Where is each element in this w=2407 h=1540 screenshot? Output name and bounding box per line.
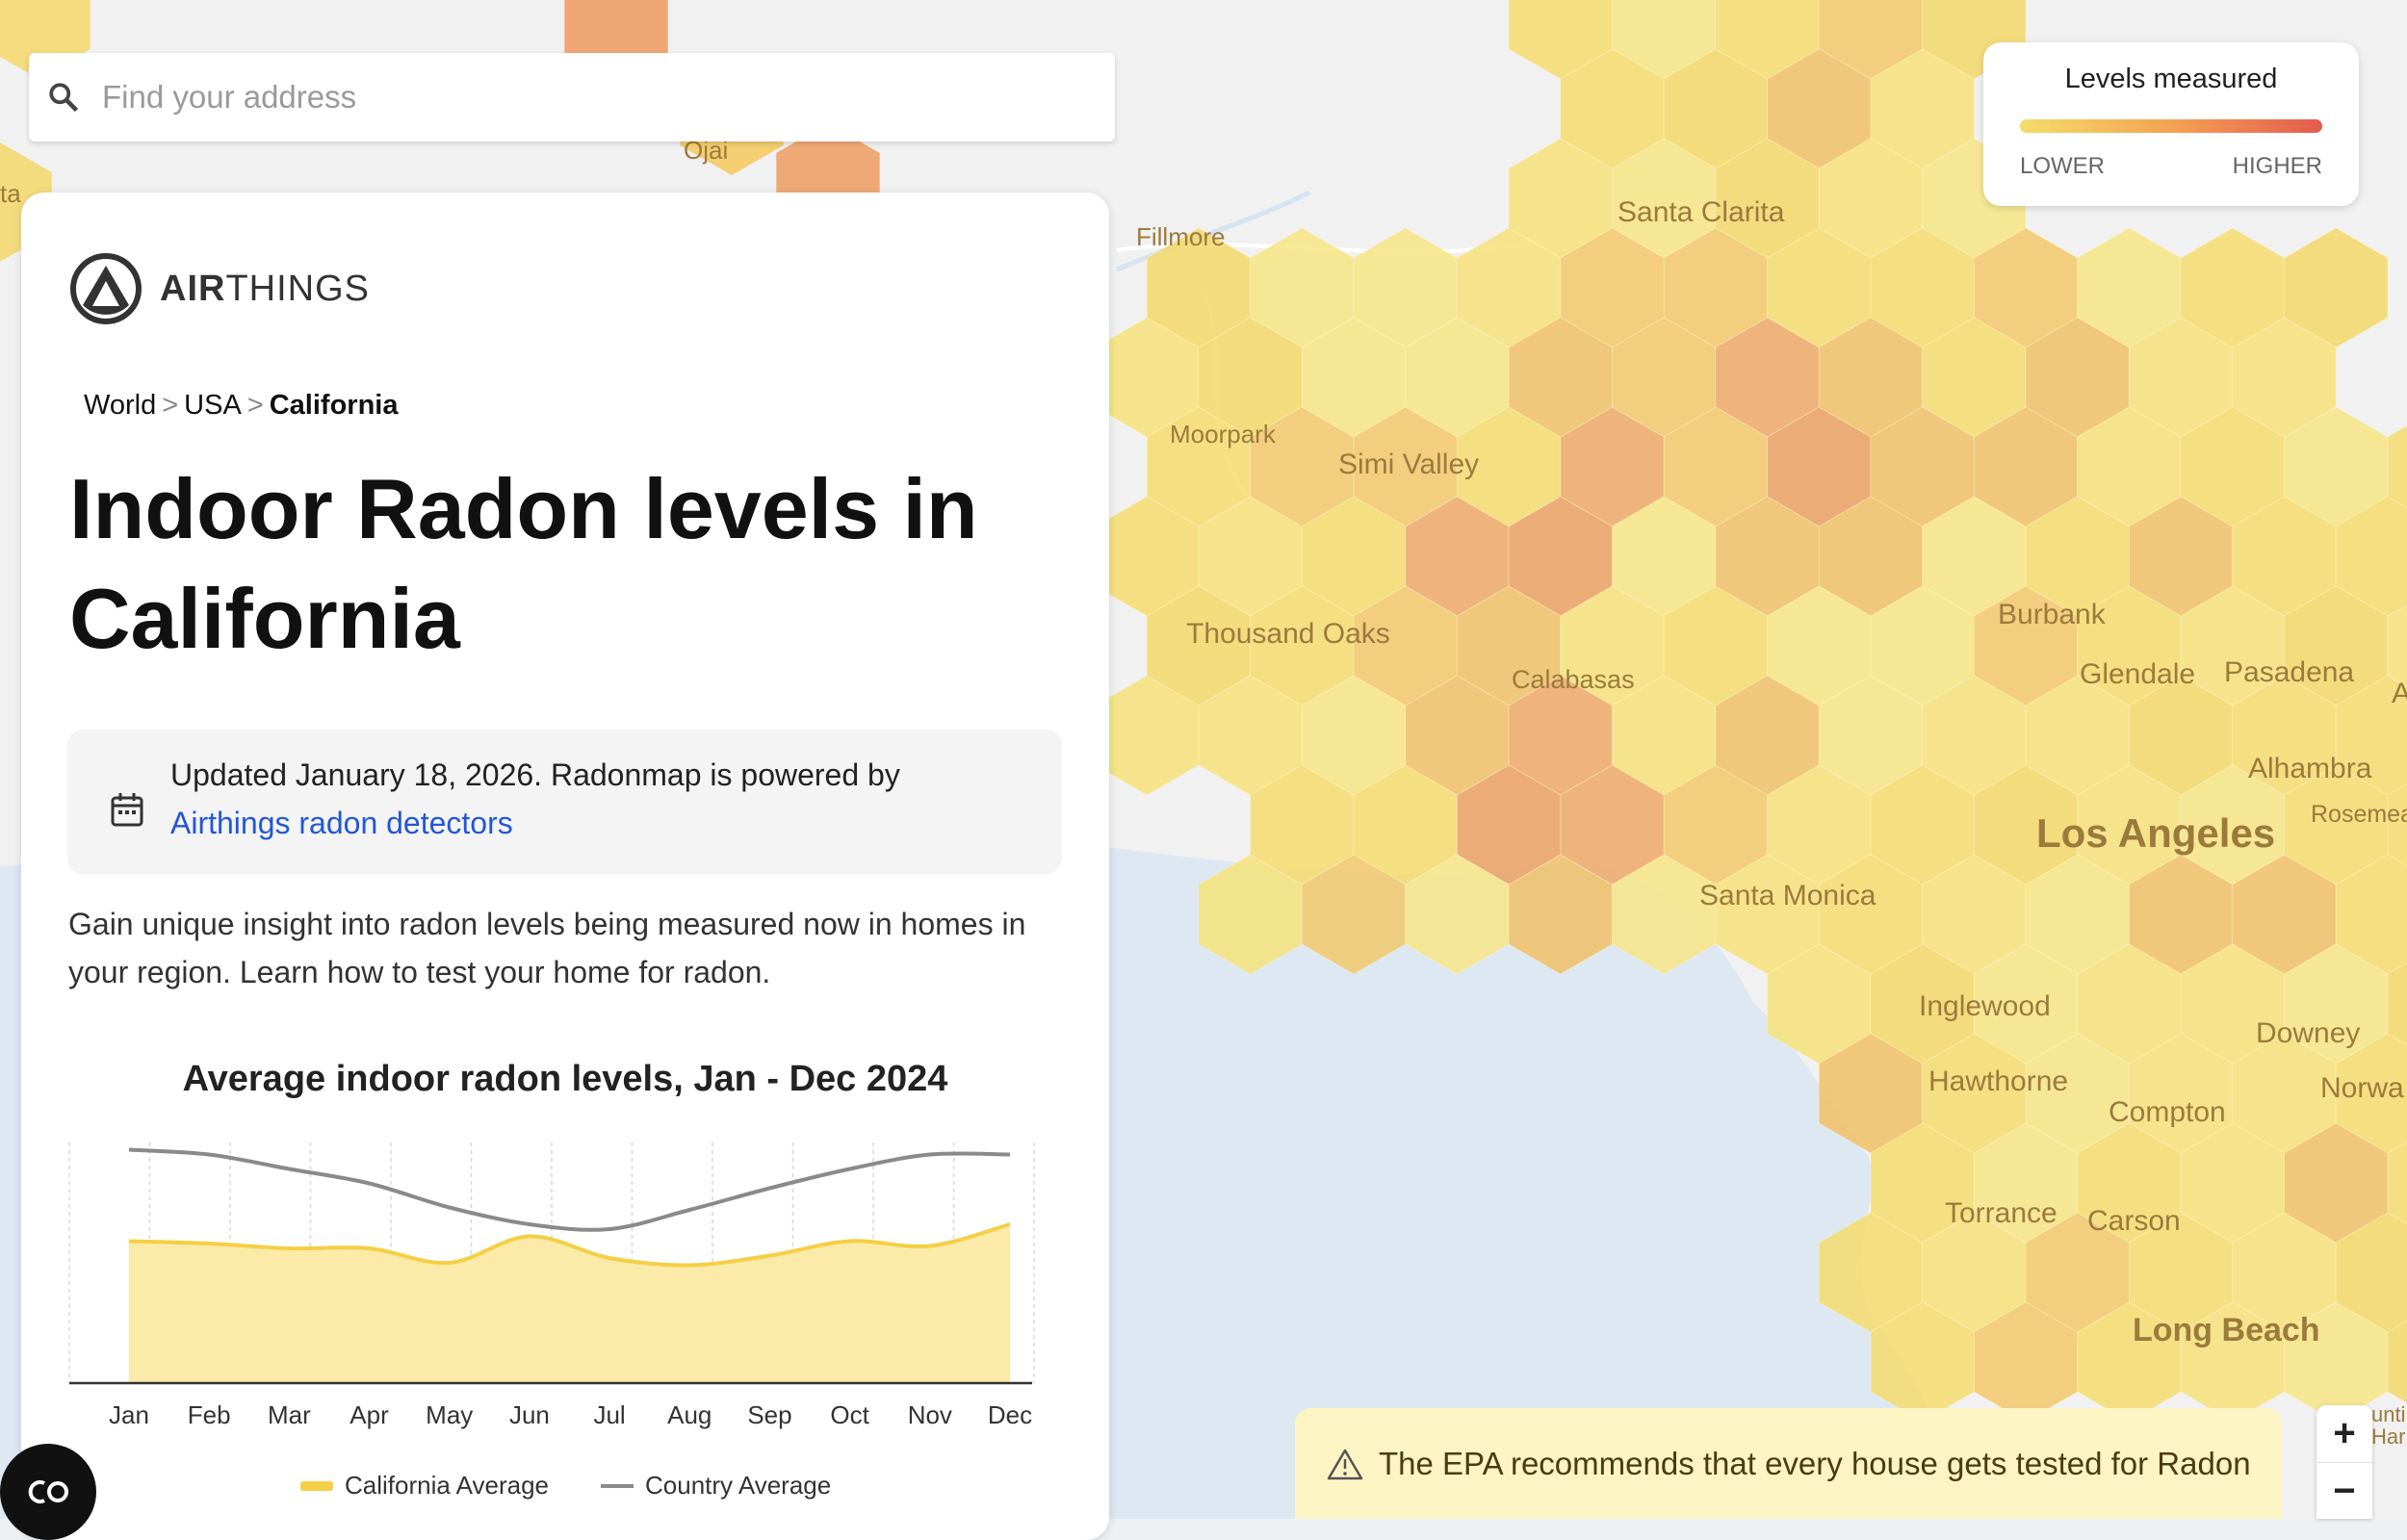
x-tick-label: Apr bbox=[349, 1400, 389, 1429]
brand-name: AIRTHINGS bbox=[160, 269, 370, 310]
map-label: Burbank bbox=[1998, 599, 2107, 630]
search-icon bbox=[46, 80, 81, 115]
cookie-icon bbox=[21, 1477, 75, 1506]
levels-gradient-bar bbox=[2020, 119, 2322, 133]
map-label: Hawthorne bbox=[1928, 1065, 2068, 1097]
zoom-controls: + − bbox=[2316, 1405, 2372, 1519]
map-label: Inglewood bbox=[1919, 990, 2051, 1022]
map-label: Compton bbox=[2109, 1096, 2226, 1128]
map-label: Rosemea bbox=[2311, 801, 2407, 828]
map-label: Downey bbox=[2256, 1017, 2360, 1049]
map-label: Long Beach bbox=[2133, 1312, 2320, 1348]
breadcrumb-separator: > bbox=[162, 390, 178, 421]
legend-country-swatch bbox=[601, 1484, 634, 1488]
breadcrumb: World>USA>California bbox=[84, 390, 398, 422]
breadcrumb-separator: > bbox=[247, 390, 264, 421]
breadcrumb-usa[interactable]: USA bbox=[184, 390, 242, 421]
x-tick-label: Nov bbox=[908, 1400, 952, 1429]
x-tick-label: Aug bbox=[667, 1400, 712, 1429]
x-tick-label: Jan bbox=[109, 1400, 149, 1429]
map-label: Santa Monica bbox=[1699, 880, 1876, 911]
radon-chart: Jan Feb Mar Apr May Jun Jul Aug Sep Oct Nov Dec bbox=[21, 1126, 1109, 1453]
x-tick-label: Jun bbox=[509, 1400, 550, 1429]
x-tick-label: Sep bbox=[747, 1400, 791, 1429]
epa-notice: The EPA recommends that every house gets… bbox=[1295, 1408, 2282, 1519]
description: Gain unique insight into radon levels be… bbox=[68, 900, 1070, 996]
map-label: unti bbox=[2371, 1402, 2405, 1426]
updated-notice: Updated January 18, 2026. Radonmap is po… bbox=[67, 730, 1062, 874]
cookie-consent-button[interactable] bbox=[0, 1444, 96, 1540]
map-label: Los Angeles bbox=[2036, 810, 2275, 856]
map-label: Calabasas bbox=[1512, 665, 1635, 694]
levels-higher-label: HIGHER bbox=[2233, 153, 2322, 180]
map-label: Thousand Oaks bbox=[1186, 618, 1390, 650]
updated-text: Updated January 18, 2026. Radonmap is po… bbox=[170, 757, 900, 792]
breadcrumb-world[interactable]: World bbox=[84, 390, 156, 421]
map-label: Simi Valley bbox=[1338, 449, 1479, 480]
epa-notice-text: The EPA recommends that every house gets… bbox=[1379, 1446, 2251, 1482]
info-panel: AIRTHINGS World>USA>California Indoor Ra… bbox=[21, 192, 1109, 1540]
map-label: Alhambra bbox=[2248, 753, 2372, 784]
map-label: Fillmore bbox=[1136, 222, 1225, 251]
zoom-in-button[interactable]: + bbox=[2316, 1405, 2372, 1462]
airthings-logo-icon bbox=[69, 252, 142, 325]
legend-california[interactable]: California Average bbox=[300, 1471, 549, 1501]
map-label: Glendale bbox=[2080, 658, 2195, 690]
map-label: Pasadena bbox=[2224, 656, 2354, 688]
airthings-detectors-link[interactable]: Airthings radon detectors bbox=[170, 806, 513, 840]
chart-title: Average indoor radon levels, Jan - Dec 2… bbox=[21, 1059, 1109, 1100]
map-label: Harl bbox=[2371, 1424, 2407, 1449]
x-tick-label: May bbox=[426, 1400, 473, 1429]
airthings-logo[interactable]: AIRTHINGS bbox=[69, 252, 370, 325]
address-search-bar[interactable] bbox=[29, 53, 1115, 141]
x-tick-label: Jul bbox=[593, 1400, 625, 1429]
map-label: ta bbox=[0, 179, 21, 208]
map-label: Santa Clarita bbox=[1618, 196, 1785, 228]
zoom-out-button[interactable]: − bbox=[2316, 1462, 2372, 1520]
country-line bbox=[129, 1150, 1010, 1230]
warning-icon bbox=[1327, 1448, 1363, 1480]
breadcrumb-current: California bbox=[270, 390, 399, 421]
calendar-icon bbox=[111, 792, 143, 827]
page-title: Indoor Radon levels in California bbox=[69, 454, 1090, 674]
map-label: Norwa bbox=[2320, 1072, 2404, 1104]
x-tick-label: Dec bbox=[988, 1400, 1032, 1429]
levels-lower-label: LOWER bbox=[2020, 153, 2105, 180]
x-tick-label: Oct bbox=[830, 1400, 869, 1429]
legend-country-label: Country Average bbox=[645, 1471, 831, 1501]
map-label: Torrance bbox=[1945, 1197, 2058, 1229]
search-input[interactable] bbox=[100, 78, 971, 116]
map-label: Moorpark bbox=[1170, 420, 1277, 449]
legend-california-swatch bbox=[300, 1481, 333, 1491]
legend-california-label: California Average bbox=[345, 1471, 549, 1501]
legend-country[interactable]: Country Average bbox=[601, 1471, 831, 1501]
x-tick-label: Mar bbox=[268, 1400, 311, 1429]
levels-legend-title: Levels measured bbox=[1983, 64, 2359, 95]
x-tick-label: Feb bbox=[188, 1400, 231, 1429]
levels-legend: Levels measured LOWER HIGHER bbox=[1983, 42, 2359, 206]
map-label: Carson bbox=[2087, 1205, 2181, 1237]
map-label: A bbox=[2392, 678, 2407, 709]
